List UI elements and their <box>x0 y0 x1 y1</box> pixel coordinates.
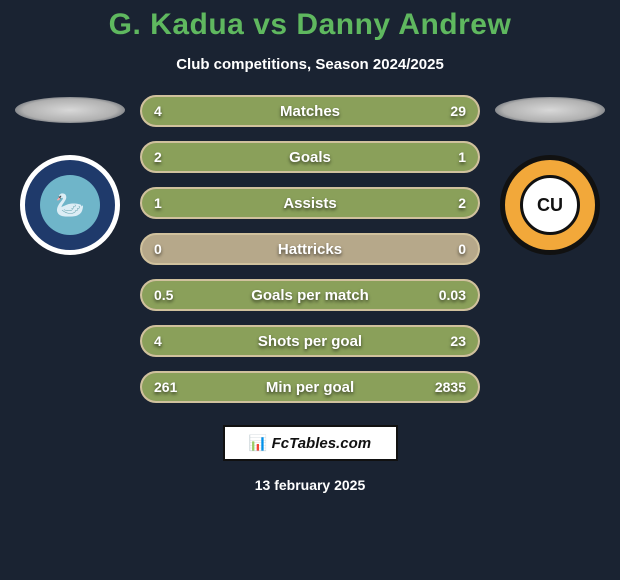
stat-value-right: 1 <box>458 149 466 165</box>
left-side: 🦢 <box>10 95 130 255</box>
right-side: CU <box>490 95 610 255</box>
stat-fill-left <box>142 327 192 355</box>
stat-value-right: 2835 <box>435 379 466 395</box>
stat-label: Assists <box>283 195 336 212</box>
stat-value-right: 23 <box>450 333 466 349</box>
crest-swan-icon: 🦢 <box>40 175 100 235</box>
brand-label: FcTables.com <box>272 435 371 452</box>
stat-bar: 0 0 Hattricks <box>140 233 480 265</box>
chart-icon: 📊 <box>249 434 268 452</box>
stat-bar: 2 1 Goals <box>140 141 480 173</box>
club-crest-right: CU <box>500 155 600 255</box>
stat-label: Min per goal <box>266 379 354 396</box>
date-label: 13 february 2025 <box>255 477 366 493</box>
stat-bar: 4 29 Matches <box>140 95 480 127</box>
page-title: G. Kadua vs Danny Andrew <box>109 8 512 42</box>
stat-value-left: 2 <box>154 149 162 165</box>
stat-bar: 4 23 Shots per goal <box>140 325 480 357</box>
stat-value-left: 4 <box>154 333 162 349</box>
stat-value-left: 0 <box>154 241 162 257</box>
stat-label: Hattricks <box>278 241 342 258</box>
crest-cu-text: CU <box>520 175 580 235</box>
stat-value-right: 0.03 <box>439 287 466 303</box>
stat-bar: 0.5 0.03 Goals per match <box>140 279 480 311</box>
comparison-row: 🦢 429Matches21Goals12Assists00Hattricks0… <box>0 95 620 403</box>
stat-label: Goals per match <box>251 287 369 304</box>
stat-value-right: 0 <box>458 241 466 257</box>
stat-fill-left <box>142 97 182 125</box>
stat-fill-left <box>142 143 367 171</box>
stat-bar: 1 2 Assists <box>140 187 480 219</box>
stat-label: Shots per goal <box>258 333 362 350</box>
stat-value-left: 261 <box>154 379 177 395</box>
stat-value-left: 1 <box>154 195 162 211</box>
stat-value-left: 0.5 <box>154 287 173 303</box>
stat-label: Goals <box>289 149 331 166</box>
stat-value-left: 4 <box>154 103 162 119</box>
brand-box: 📊 FcTables.com <box>223 425 398 461</box>
stats-list: 4 29 Matches 2 1 Goals 1 2 Assists 0 0 Hattricks 0.5… <box>130 95 490 403</box>
stat-value-right: 2 <box>458 195 466 211</box>
stat-value-right: 29 <box>450 103 466 119</box>
club-crest-left: 🦢 <box>20 155 120 255</box>
stat-bar: 261 2835 Min per goal <box>140 371 480 403</box>
stat-label: Matches <box>280 103 340 120</box>
player-silhouette-right <box>495 97 605 123</box>
player-silhouette-left <box>15 97 125 123</box>
subtitle: Club competitions, Season 2024/2025 <box>176 56 444 73</box>
